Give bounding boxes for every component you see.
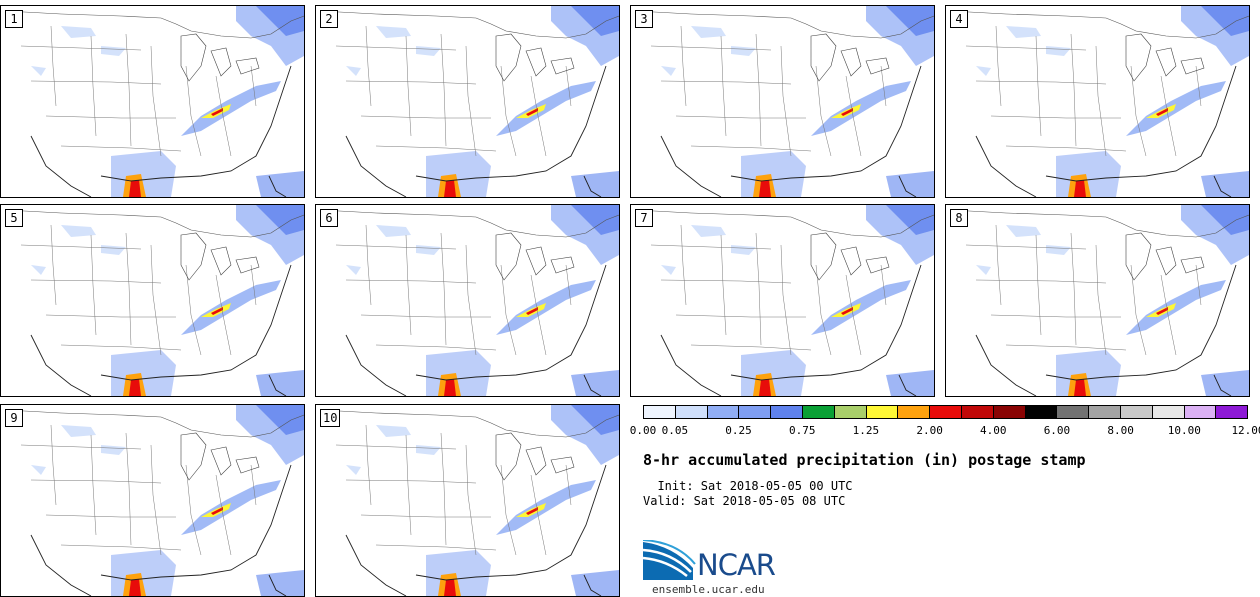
colorbar-label: 0.25 xyxy=(725,424,752,437)
init-time: Init: Sat 2018-05-05 00 UTC xyxy=(643,479,853,493)
colorbar-swatch xyxy=(1025,406,1058,418)
panel-number: 2 xyxy=(320,10,338,28)
us-map xyxy=(631,205,934,396)
colorbar-swatch xyxy=(866,406,899,418)
colorbar-swatch xyxy=(707,406,740,418)
colorbar xyxy=(643,405,1248,419)
panel-number: 7 xyxy=(635,209,653,227)
map-panel-5: 5 xyxy=(0,204,305,397)
us-map xyxy=(1,405,304,596)
map-panel-7: 7 xyxy=(630,204,935,397)
colorbar-swatch xyxy=(930,406,962,418)
panel-number: 1 xyxy=(5,10,23,28)
colorbar-swatch xyxy=(1089,406,1121,418)
ncar-url: ensemble.ucar.edu xyxy=(652,583,765,596)
map-panel-3: 3 xyxy=(630,5,935,198)
colorbar-swatch xyxy=(1057,406,1090,418)
colorbar-swatch xyxy=(1152,406,1185,418)
colorbar-label: 1.25 xyxy=(852,424,880,437)
ncar-logo xyxy=(643,540,696,580)
valid-time: Valid: Sat 2018-05-05 08 UTC xyxy=(643,494,846,508)
colorbar-swatch xyxy=(675,406,708,418)
colorbar-swatch xyxy=(1120,406,1153,418)
ncar-logo-text: NCAR xyxy=(697,548,776,582)
colorbar-label: 0.00 xyxy=(629,424,657,437)
us-map xyxy=(1,6,304,197)
colorbar-label: 4.00 xyxy=(980,424,1007,437)
colorbar-swatch xyxy=(898,406,931,418)
colorbar-label: 10.00 xyxy=(1167,424,1201,437)
map-panel-4: 4 xyxy=(945,5,1250,198)
map-panel-9: 9 xyxy=(0,404,305,597)
colorbar-label: 12.00 xyxy=(1231,424,1260,437)
us-map xyxy=(946,6,1249,197)
colorbar-swatch xyxy=(771,406,803,418)
colorbar-label: 0.75 xyxy=(788,424,816,437)
panel-number: 9 xyxy=(5,409,23,427)
colorbar-swatch xyxy=(802,406,835,418)
colorbar-swatch xyxy=(1184,406,1217,418)
map-panel-10: 10 xyxy=(315,404,620,597)
colorbar-swatch xyxy=(644,406,676,418)
us-map xyxy=(631,6,934,197)
colorbar-label: 2.00 xyxy=(916,424,943,437)
panel-number: 8 xyxy=(950,209,968,227)
us-map xyxy=(316,6,619,197)
colorbar-swatch xyxy=(1216,406,1248,418)
colorbar-label: 8.00 xyxy=(1107,424,1134,437)
colorbar-swatch xyxy=(834,406,867,418)
colorbar-swatch xyxy=(961,406,994,418)
colorbar-label: 0.05 xyxy=(661,424,689,437)
panel-number: 3 xyxy=(635,10,653,28)
panel-number: 6 xyxy=(320,209,338,227)
panel-number: 10 xyxy=(320,409,341,427)
colorbar-swatch xyxy=(739,406,772,418)
map-panel-2: 2 xyxy=(315,5,620,198)
us-map xyxy=(1,205,304,396)
colorbar-label: 6.00 xyxy=(1043,424,1071,437)
us-map xyxy=(316,405,619,596)
map-panel-6: 6 xyxy=(315,204,620,397)
panel-number: 4 xyxy=(950,10,968,28)
colorbar-swatch xyxy=(993,406,1026,418)
map-panel-8: 8 xyxy=(945,204,1250,397)
chart-title: 8-hr accumulated precipitation (in) post… xyxy=(643,451,1086,469)
us-map xyxy=(316,205,619,396)
panel-number: 5 xyxy=(5,209,23,227)
us-map xyxy=(946,205,1249,396)
map-panel-1: 1 xyxy=(0,5,305,198)
